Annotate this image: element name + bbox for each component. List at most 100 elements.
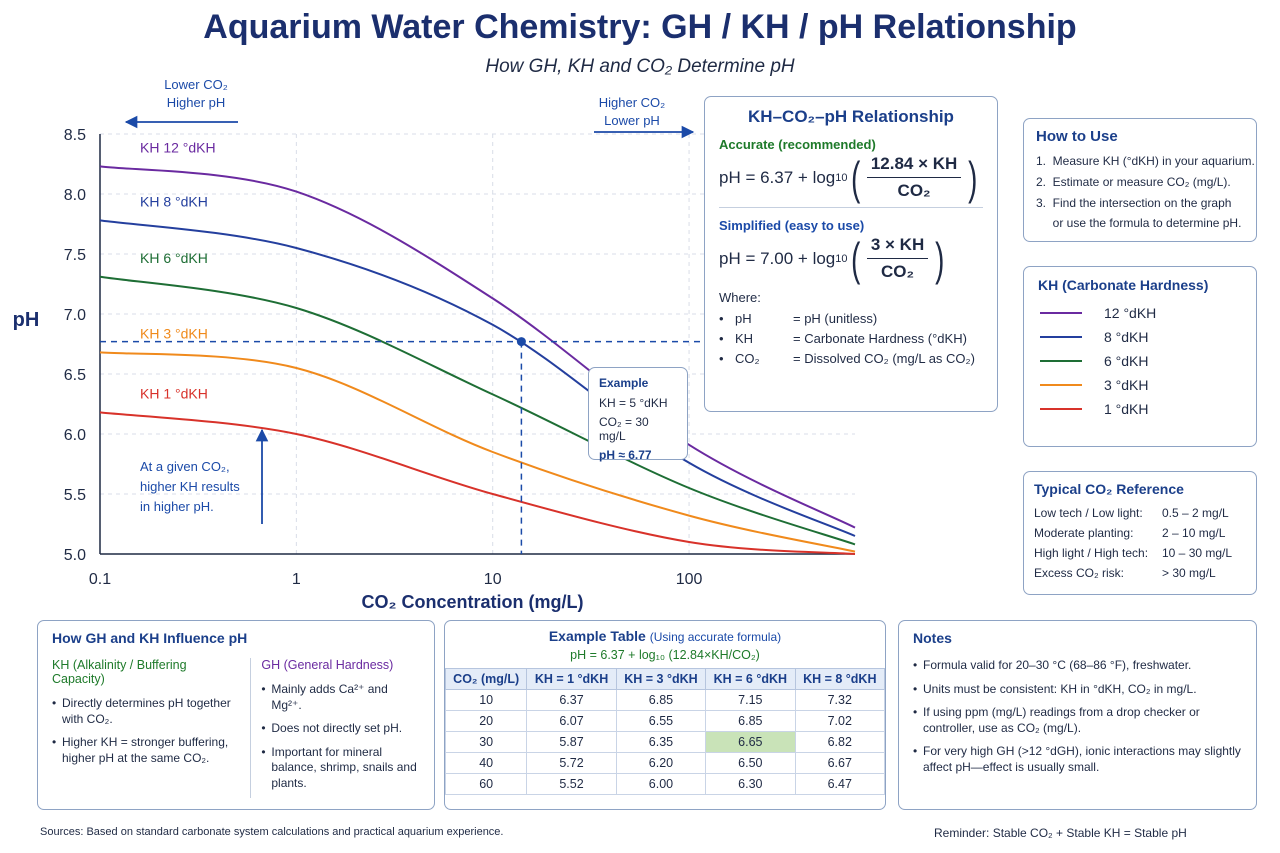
legend-item: 8 °dKH bbox=[1040, 329, 1242, 345]
table-header-cell: KH = 1 °dKH bbox=[526, 668, 617, 690]
table-cell: 6.65 bbox=[705, 731, 796, 753]
simplified-label: Simplified (easy to use) bbox=[719, 218, 865, 233]
reference-row: Excess CO₂ risk: > 30 mg/L bbox=[1034, 566, 1246, 580]
where-term: • CO₂ = Dissolved CO₂ (mg/L as CO₂) bbox=[719, 351, 983, 366]
reference-value: 10 – 30 mg/L bbox=[1162, 546, 1233, 560]
y-tick-label: 6.5 bbox=[64, 367, 86, 384]
table-cell: 6.85 bbox=[615, 689, 707, 711]
series-label: KH 1 °dKH bbox=[140, 385, 208, 401]
right-paren-2: ) bbox=[935, 232, 945, 285]
y-tick-label: 8.0 bbox=[64, 187, 86, 204]
gh-point: Does not directly set pH. bbox=[261, 721, 420, 737]
legend-label: 6 °dKH bbox=[1104, 353, 1149, 369]
note-item: Units must be consistent: KH in °dKH, CO… bbox=[913, 682, 1242, 698]
series-line-kh-8 bbox=[99, 219, 856, 537]
x-tick-label: 0.1 bbox=[89, 571, 111, 588]
example-co2: CO₂ = 30 mg/L bbox=[599, 415, 649, 443]
notes-panel: Notes Formula valid for 20–30 °C (68–86 … bbox=[898, 620, 1257, 810]
gh-column-title: GH (General Hardness) bbox=[261, 658, 394, 672]
x-tick-label: 1 bbox=[292, 571, 301, 588]
example-title: Example bbox=[599, 376, 649, 390]
y-tick-label: 7.0 bbox=[64, 307, 86, 324]
table-cell: 5.87 bbox=[526, 731, 617, 753]
reference-value: 0.5 – 2 mg/L bbox=[1162, 506, 1229, 520]
example-table: CO₂ (mg/L) KH = 1 °dKH KH = 3 °dKH KH = 6 °… bbox=[444, 668, 886, 795]
reference-label: Excess CO₂ risk: bbox=[1034, 566, 1124, 580]
higher-ph-label: Higher pH bbox=[167, 95, 226, 110]
legend-label: 1 °dKH bbox=[1104, 401, 1149, 417]
table-cell: 5.72 bbox=[526, 752, 617, 774]
y-tick-label: 5.0 bbox=[64, 547, 86, 564]
table-cell: 7.15 bbox=[705, 689, 796, 711]
y-tick-label: 7.5 bbox=[64, 247, 86, 264]
table-cell: 6.07 bbox=[526, 710, 617, 732]
reference-row: Low tech / Low light: 0.5 – 2 mg/L bbox=[1034, 506, 1246, 520]
kh-column: KH (Alkalinity / Buffering Capacity) Dir… bbox=[52, 658, 250, 800]
legend-item: 6 °dKH bbox=[1040, 353, 1242, 369]
how-to-use-steps: 1. Measure KH (°dKH) in your aquarium. 2.… bbox=[1036, 153, 1255, 232]
table-row: 40 5.72 6.20 6.50 6.67 bbox=[444, 752, 886, 774]
column-divider bbox=[250, 658, 252, 798]
example-table-panel: Example Table (Using accurate formula) p… bbox=[444, 620, 886, 810]
y-tick-label: 6.0 bbox=[64, 427, 86, 444]
table-header-cell: KH = 8 °dKH bbox=[794, 668, 886, 690]
table-cell: 6.47 bbox=[794, 773, 886, 795]
table-cell: 6.55 bbox=[615, 710, 707, 732]
where-term: • KH = Carbonate Hardness (°dKH) bbox=[719, 331, 983, 346]
how-to-use-panel: How to Use 1. Measure KH (°dKH) in your … bbox=[1023, 118, 1257, 242]
table-row: 60 5.52 6.00 6.30 6.47 bbox=[444, 773, 886, 795]
kh-point: Higher KH = stronger buffering, higher p… bbox=[52, 735, 242, 766]
gh-column: GH (General Hardness) Mainly adds Ca²⁺ a… bbox=[261, 658, 420, 800]
table-body: 10 6.37 6.85 7.15 7.32 20 6.07 6.55 6.85 7.02 30 5.… bbox=[444, 689, 886, 795]
table-cell: 7.32 bbox=[794, 689, 886, 711]
table-header-cell: CO₂ (mg/L) bbox=[444, 668, 528, 690]
table-cell: 5.52 bbox=[526, 773, 617, 795]
legend-swatch bbox=[1040, 384, 1082, 386]
example-table-heading: Example Table (Using accurate formula) bbox=[445, 628, 885, 644]
co2-reference-list: Low tech / Low light: 0.5 – 2 mg/L Moderat… bbox=[1034, 506, 1246, 580]
y-axis-label: pH bbox=[13, 309, 40, 331]
simplified-numerator: 3 × KH bbox=[866, 235, 929, 259]
reminder-footnote: Reminder: Stable CO₂ + Stable KH = Stabl… bbox=[934, 826, 1187, 840]
table-cell: 6.67 bbox=[794, 752, 886, 774]
simplified-lhs: pH = 7.00 + log bbox=[719, 248, 836, 268]
accurate-fraction: 12.84 × KH CO₂ bbox=[866, 154, 962, 201]
relationship-panel: KH–CO₂–pH Relationship Accurate (recomme… bbox=[704, 96, 998, 412]
accurate-label: Accurate (recommended) bbox=[719, 137, 876, 152]
where-definition: = Dissolved CO₂ (mg/L as CO₂) bbox=[793, 351, 975, 366]
series-line-kh-3 bbox=[99, 351, 856, 553]
note-item: Formula valid for 20–30 °C (68–86 °F), f… bbox=[913, 658, 1242, 674]
series-label: KH 12 °dKH bbox=[140, 139, 216, 155]
example-kh: KH = 5 °dKH bbox=[599, 396, 668, 410]
example-table-formula: pH = 6.37 + log₁₀ (12.84×KH/CO₂) bbox=[570, 648, 760, 662]
y-tick-label: 8.5 bbox=[64, 127, 86, 144]
reference-row: Moderate planting: 2 – 10 mg/L bbox=[1034, 526, 1246, 540]
left-paren: ( bbox=[850, 151, 860, 204]
example-table-note: (Using accurate formula) bbox=[649, 630, 782, 644]
ph-chart: 5.0 5.5 6.0 6.5 7.0 7.5 8.0 8.5 0.1 1 10 100 CO₂ Con… bbox=[13, 77, 856, 612]
table-cell: 6.30 bbox=[705, 773, 796, 795]
legend-item: 12 °dKH bbox=[1040, 305, 1242, 321]
where-bullet: • bbox=[719, 331, 724, 346]
right-paren: ) bbox=[968, 151, 978, 204]
reference-value: > 30 mg/L bbox=[1162, 566, 1216, 580]
reference-row: High light / High tech: 10 – 30 mg/L bbox=[1034, 546, 1246, 560]
where-list: • pH = pH (unitless) • KH = Carbonate Hardnes… bbox=[719, 311, 983, 366]
table-row: 10 6.37 6.85 7.15 7.32 bbox=[444, 689, 886, 711]
how-to-step: 3. Find the intersection on the graph bbox=[1036, 195, 1232, 210]
x-tick-label: 100 bbox=[676, 571, 703, 588]
legend-swatch bbox=[1040, 408, 1082, 410]
series-label: KH 8 °dKH bbox=[140, 193, 208, 209]
legend-item: 1 °dKH bbox=[1040, 401, 1242, 417]
kh-point: Directly determines pH together with CO₂… bbox=[52, 696, 242, 727]
reference-label: Low tech / Low light: bbox=[1034, 506, 1143, 520]
page-title: Aquarium Water Chemistry: GH / KH / pH R… bbox=[203, 8, 1077, 46]
simplified-formula: pH = 7.00 + log 10 ( 3 × KH CO₂ ) bbox=[719, 235, 983, 282]
legend-swatch bbox=[1040, 336, 1082, 338]
table-row: 20 6.07 6.55 6.85 7.02 bbox=[444, 710, 886, 732]
table-cell: 40 bbox=[444, 752, 528, 774]
table-cell: 10 bbox=[444, 689, 528, 711]
notes-list: Formula valid for 20–30 °C (68–86 °F), f… bbox=[913, 658, 1242, 776]
accurate-formula: pH = 6.37 + log 10 ( 12.84 × KH CO₂ ) bbox=[719, 154, 983, 201]
gh-point: Important for mineral balance, shrimp, s… bbox=[261, 745, 420, 792]
